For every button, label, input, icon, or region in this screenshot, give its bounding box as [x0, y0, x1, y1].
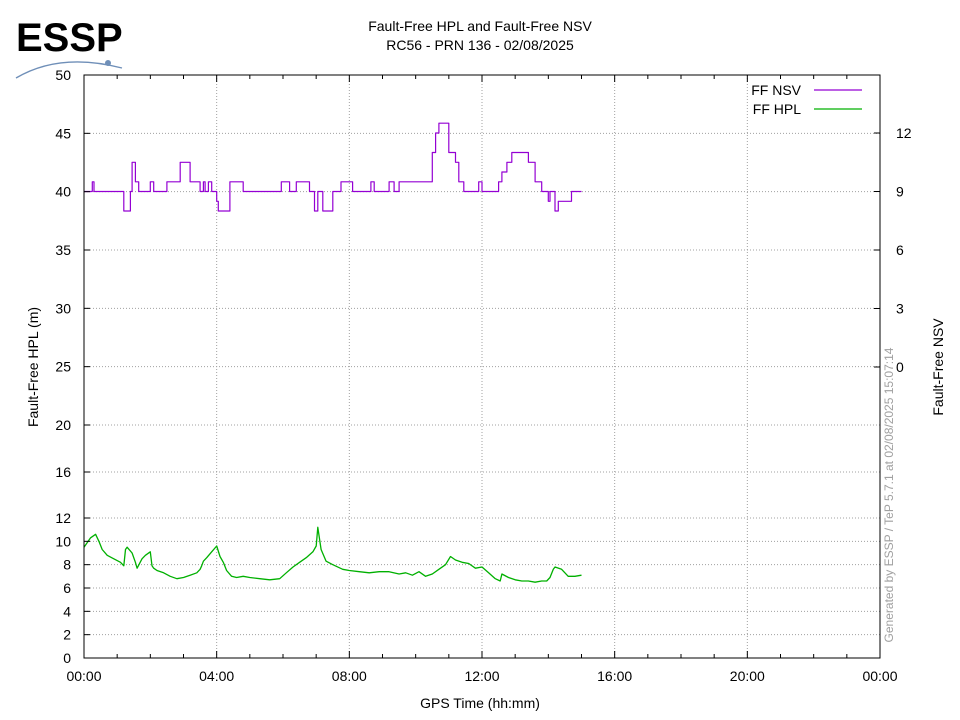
y2-tick-label: 12: [896, 125, 912, 141]
y-tick-label: 25: [55, 359, 71, 375]
x-tick-label: 08:00: [332, 668, 367, 684]
x-axis-label: GPS Time (hh:mm): [420, 695, 540, 711]
legend-label: FF HPL: [753, 101, 801, 117]
essp-logo: ESSP: [15, 16, 123, 79]
y-tick-label: 20: [55, 417, 71, 433]
y-tick-label: 30: [55, 300, 71, 316]
y-tick-label: 50: [55, 67, 71, 83]
y2-axis-label: Fault-Free NSV: [930, 318, 946, 416]
y-tick-label: 16: [55, 464, 71, 480]
series-ff-nsv-line: [84, 122, 582, 212]
y-axis-label: Fault-Free HPL (m): [25, 307, 41, 427]
y-tick-label: 2: [63, 627, 71, 643]
y-tick-label: 6: [63, 580, 71, 596]
logo-dot: [105, 60, 111, 66]
ticks: 0 2 4 6 8 10 12 16 20 25 30 35 40 45 50 0 3 6 9 12 00:00 04:0…: [55, 67, 911, 684]
x-tick-label: 12:00: [464, 668, 499, 684]
grid: [84, 75, 880, 658]
legend: FF NSV FF HPL: [751, 82, 862, 117]
y2-tick-label: 9: [896, 184, 904, 200]
watermark: Generated by ESSP / TeP 5.7.1 at 02/08/2…: [882, 347, 896, 642]
x-tick-label: 04:00: [199, 668, 234, 684]
logo-text: ESSP: [16, 16, 123, 60]
x-tick-label: 16:00: [597, 668, 632, 684]
series-layer: [83, 122, 582, 583]
y-tick-label: 12: [55, 510, 71, 526]
y-tick-label: 8: [63, 557, 71, 573]
series-ff-hpl-line: [83, 526, 582, 583]
y2-tick-label: 0: [896, 359, 904, 375]
chart-title: Fault-Free HPL and Fault-Free NSV: [368, 18, 592, 34]
y-tick-label: 4: [63, 603, 71, 619]
y-tick-label: 10: [55, 533, 71, 549]
y2-tick-label: 3: [896, 301, 904, 317]
x-tick-label: 00:00: [66, 668, 101, 684]
y-tick-label: 45: [55, 125, 71, 141]
y-tick-label: 35: [55, 242, 71, 258]
y-tick-label: 0: [63, 650, 71, 666]
legend-label: FF NSV: [751, 82, 801, 98]
y-tick-label: 40: [55, 184, 71, 200]
y2-tick-label: 6: [896, 242, 904, 258]
x-tick-label: 20:00: [730, 668, 765, 684]
x-tick-label: 00:00: [862, 668, 897, 684]
chart-subtitle: RC56 - PRN 136 - 02/08/2025: [386, 37, 574, 53]
